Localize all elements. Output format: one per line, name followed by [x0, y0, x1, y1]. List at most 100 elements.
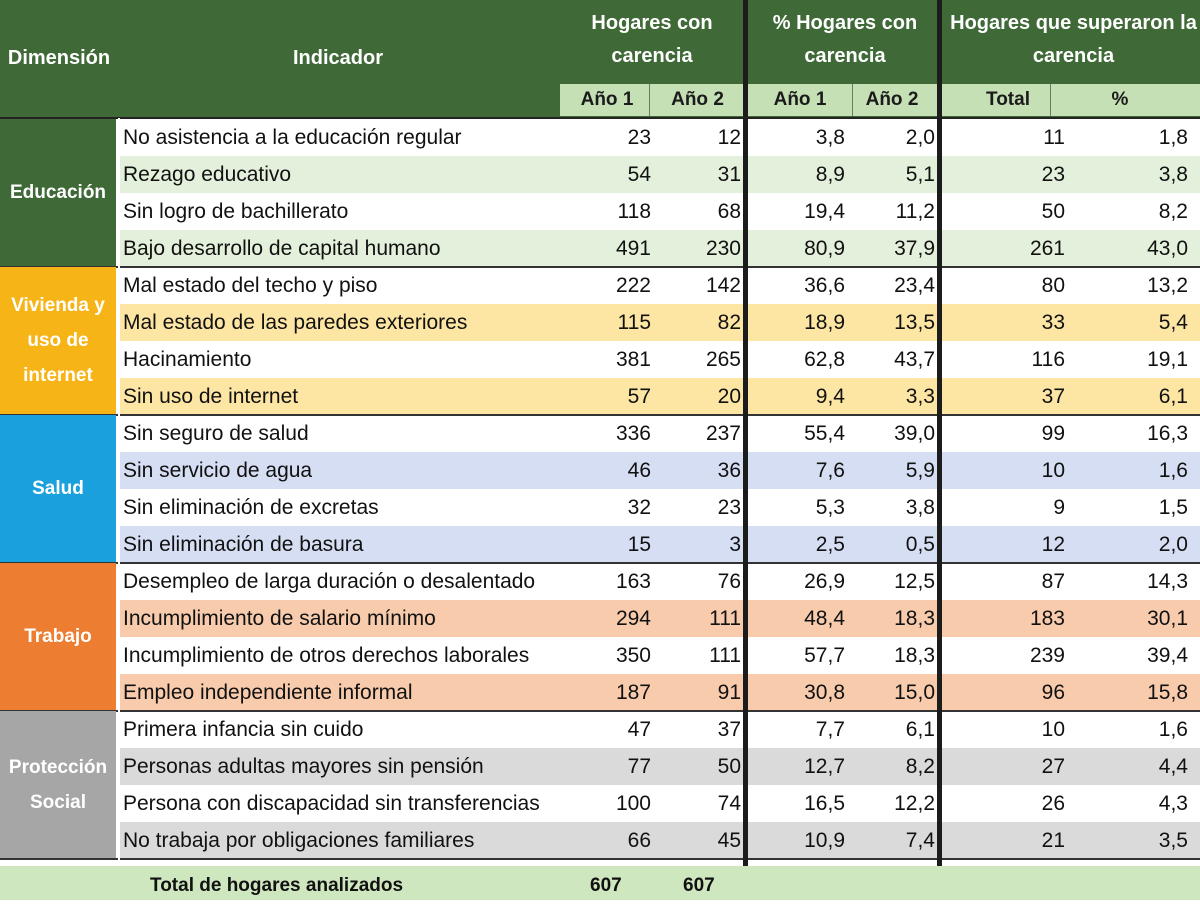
- table-footer: Total de hogares analizados 607 607: [0, 866, 1200, 900]
- indicator-label: Sin uso de internet: [123, 385, 299, 408]
- cell-h1: 54: [627, 163, 651, 186]
- cell-p2: 7,4: [905, 829, 935, 852]
- table-row: Incumplimiento de otros derechos laboral…: [0, 637, 1200, 674]
- cell-p1: 62,8: [804, 348, 845, 371]
- cell-h1: 23: [627, 126, 651, 149]
- cell-p2: 43,7: [894, 348, 935, 371]
- dimension-label: Protección Social: [0, 711, 116, 858]
- cell-p1: 9,4: [815, 385, 845, 408]
- column-divider: [743, 118, 748, 900]
- indicator-label: Personas adultas mayores sin pensión: [123, 755, 484, 778]
- column-divider: [118, 118, 120, 866]
- table-row: Sin servicio de agua 46 36 7,6 5,9 10 1,6: [0, 452, 1200, 489]
- cell-h2: 265: [705, 348, 741, 371]
- cell-p2: 0,5: [905, 533, 935, 556]
- table-row: Sin seguro de salud 336 237 55,4 39,0 99 16,3: [0, 415, 1200, 452]
- cell-total: 116: [1031, 348, 1065, 371]
- cell-p1: 18,9: [804, 311, 845, 334]
- indicator-label: Bajo desarrollo de capital humano: [123, 237, 441, 260]
- cell-p2: 8,2: [905, 755, 935, 778]
- cell-h2: 111: [709, 644, 741, 667]
- cell-p2: 15,0: [894, 681, 935, 704]
- row-band: [118, 156, 1200, 193]
- cell-p2: 18,3: [894, 607, 935, 630]
- indicator-label: Empleo independiente informal: [123, 681, 413, 704]
- indicator-label: Incumplimiento de salario mínimo: [123, 607, 436, 630]
- header-rule: [0, 117, 1200, 119]
- cell-h1: 66: [627, 829, 651, 852]
- indicator-label: Hacinamiento: [123, 348, 252, 371]
- table-row: No trabaja por obligaciones familiares 66…: [0, 822, 1200, 859]
- cell-h1: 222: [615, 274, 651, 297]
- footer-year1-total: 607: [590, 875, 622, 896]
- cell-h1: 491: [615, 237, 651, 260]
- table-row: Sin uso de internet 57 20 9,4 3,3 37 6,1: [0, 378, 1200, 415]
- cell-h2: 3: [729, 533, 741, 556]
- cell-h1: 32: [627, 496, 651, 519]
- cell-p1: 5,3: [815, 496, 845, 519]
- cell-total: 239: [1029, 644, 1065, 667]
- indicator-label: Sin logro de bachillerato: [123, 200, 349, 223]
- row-band: [118, 526, 1200, 563]
- cell-pct: 13,2: [1147, 274, 1188, 297]
- footer-label: Total de hogares analizados: [150, 875, 404, 896]
- cell-p1: 2,5: [815, 533, 845, 556]
- cell-pct: 43,0: [1147, 237, 1188, 260]
- cell-total: 33: [1041, 311, 1065, 334]
- cell-pct: 14,3: [1147, 570, 1188, 593]
- cell-pct: 1,6: [1158, 459, 1188, 482]
- cell-pct: 5,4: [1158, 311, 1188, 334]
- table-row: Bajo desarrollo de capital humano 491 230 8…: [0, 230, 1200, 267]
- cell-pct: 1,6: [1158, 718, 1188, 741]
- indicator-label: No asistencia a la educación regular: [123, 126, 462, 149]
- indicator-label: Desempleo de larga duración o desalentad…: [123, 570, 536, 593]
- column-divider: [937, 118, 942, 900]
- cell-total: 87: [1041, 570, 1065, 593]
- header-dimension: Dimensión: [7, 47, 111, 69]
- cell-pct: 3,5: [1158, 829, 1188, 852]
- header-divider: [743, 0, 748, 118]
- cell-pct: 39,4: [1147, 644, 1188, 667]
- cell-p2: 18,3: [894, 644, 935, 667]
- cell-total: 27: [1041, 755, 1065, 778]
- cell-p2: 39,0: [894, 422, 935, 445]
- cell-p2: 12,2: [894, 792, 935, 815]
- cell-p2: 37,9: [894, 237, 935, 260]
- cell-h1: 100: [615, 792, 651, 815]
- row-band: [118, 748, 1200, 785]
- cell-h2: 31: [717, 163, 741, 186]
- indicator-label: Rezago educativo: [123, 163, 292, 186]
- cell-total: 11: [1043, 126, 1065, 149]
- table-row: Mal estado del techo y piso 222 142 36,6 23,…: [0, 267, 1200, 304]
- cell-p1: 3,8: [815, 126, 845, 149]
- cell-p2: 6,1: [905, 718, 935, 741]
- cell-total: 12: [1041, 533, 1065, 556]
- table-row: Sin eliminación de basura 15 3 2,5 0,5 12 2,0: [0, 526, 1200, 563]
- row-band: [118, 600, 1200, 637]
- cell-h1: 381: [615, 348, 651, 371]
- dimension-label: Vivienda y uso de internet: [0, 267, 116, 414]
- cell-h2: 50: [717, 755, 741, 778]
- header-divider: [937, 0, 942, 118]
- cell-total: 96: [1041, 681, 1065, 704]
- group-divider: [0, 858, 1200, 860]
- cell-pct: 16,3: [1147, 422, 1188, 445]
- table-row: Mal estado de las paredes exteriores 115 8…: [0, 304, 1200, 341]
- cell-total: 23: [1041, 163, 1065, 186]
- cell-pct: 1,5: [1158, 496, 1188, 519]
- cell-h1: 115: [617, 311, 651, 334]
- group-divider: [0, 710, 1200, 712]
- cell-h1: 336: [615, 422, 651, 445]
- header-indicator: Indicador: [292, 47, 383, 69]
- cell-p2: 3,3: [905, 385, 935, 408]
- subheader-year2: Año 2: [671, 89, 724, 110]
- cell-h2: 45: [717, 829, 741, 852]
- indicator-label: Mal estado del techo y piso: [123, 274, 378, 297]
- cell-h2: 142: [705, 274, 741, 297]
- row-band: [118, 304, 1200, 341]
- cell-p1: 80,9: [804, 237, 845, 260]
- cell-p2: 11,2: [895, 200, 935, 223]
- indicator-label: Incumplimiento de otros derechos laboral…: [123, 644, 530, 667]
- table-row: Primera infancia sin cuido 47 37 7,7 6,1 10 1,…: [0, 711, 1200, 748]
